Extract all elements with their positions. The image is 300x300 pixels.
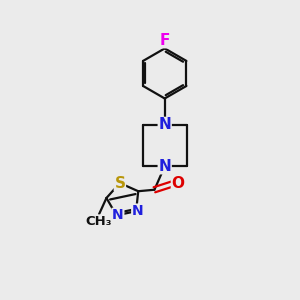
Text: N: N <box>158 159 171 174</box>
Text: O: O <box>172 176 184 191</box>
Text: N: N <box>158 118 171 133</box>
Text: N: N <box>112 208 124 222</box>
Text: F: F <box>160 33 170 48</box>
Text: CH₃: CH₃ <box>86 215 112 228</box>
Text: S: S <box>114 176 125 190</box>
Text: N: N <box>132 204 143 218</box>
